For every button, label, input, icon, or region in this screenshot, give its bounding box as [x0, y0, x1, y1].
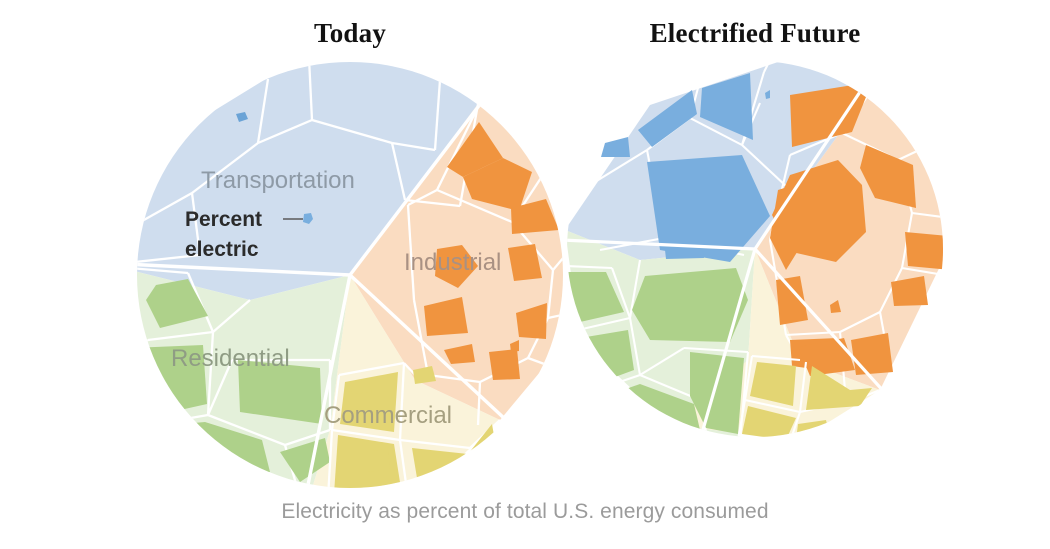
future-industrial-electric-share: [770, 82, 943, 376]
today-transportation-electric-share: [236, 112, 248, 122]
today-label-industrial: Industrial: [404, 249, 501, 276]
annotation-target-dot: [303, 213, 313, 224]
today-label-residential: Residential: [171, 345, 290, 372]
today-residential-cell-edges: [137, 266, 332, 488]
today-sector-boundaries: [137, 84, 521, 488]
future-transportation-electric-share: [601, 73, 770, 262]
today-sector-fills: [130, 58, 563, 488]
today-industrial-electric-share: [424, 122, 559, 380]
annotation-line-2: electric: [185, 238, 259, 261]
figure-caption: Electricity as percent of total U.S. ene…: [281, 500, 769, 523]
annotation-line-1: Percent: [185, 208, 262, 231]
percent-electric-annotation: Percent electric: [185, 208, 313, 261]
today-label-transportation: Transportation: [201, 167, 355, 194]
chart-title-today: Today: [313, 18, 387, 48]
chart-today[interactable]: Transportation Industrial Residential Co…: [124, 58, 585, 500]
future-commercial-cell-edges: [736, 354, 881, 437]
today-label-commercial: Commercial: [324, 402, 452, 429]
today-sector-transportation[interactable]: [130, 58, 478, 300]
today-commercial-cell-edges: [326, 361, 501, 488]
future-sector-boundaries: [567, 61, 888, 437]
chart-title-electrified-future: Electrified Future: [649, 18, 861, 48]
chart-electrified-future[interactable]: [562, 58, 951, 444]
